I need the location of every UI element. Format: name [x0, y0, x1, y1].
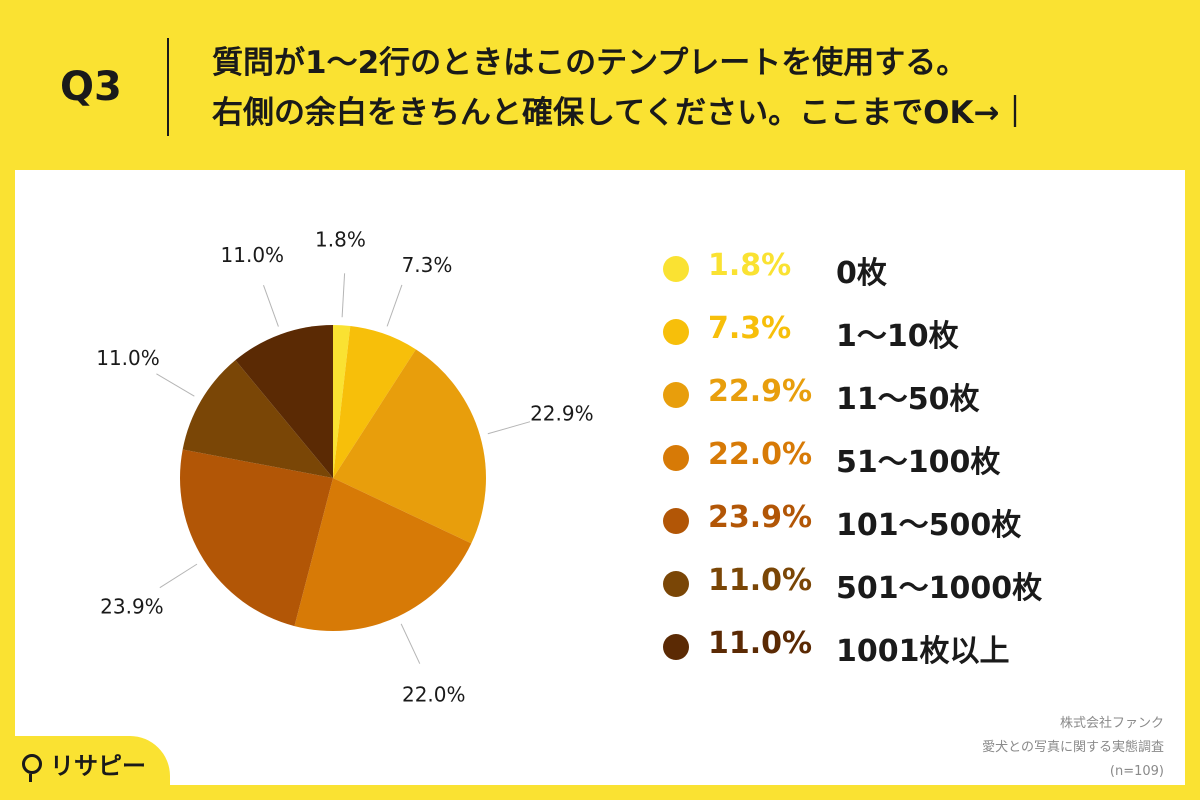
legend-swatch — [663, 319, 689, 345]
question-line-1: 質問が1〜2行のときはこのテンプレートを使用する。 — [212, 45, 968, 81]
pie-data-label-7: 11.0% — [221, 243, 285, 267]
legend-swatch — [663, 256, 689, 282]
brand-logo-text: リサピー — [50, 752, 146, 780]
legend-item-7: 11.0% 1001枚以上 — [660, 618, 1140, 681]
legend-swatch — [663, 634, 689, 660]
header-divider — [167, 38, 169, 136]
pie-data-label-2: 7.3% — [402, 253, 453, 277]
legend-swatch — [663, 571, 689, 597]
pie-leader-line-6 — [156, 373, 195, 397]
pie-data-label-5: 23.9% — [100, 594, 164, 618]
pie-slice-7 — [235, 325, 333, 478]
pie-slice-2 — [333, 325, 416, 478]
source-company: 株式会社ファンク — [1059, 716, 1164, 731]
pie-leader-line-2 — [386, 284, 403, 327]
pie-data-label-3: 22.9% — [530, 402, 594, 426]
pie-slice-1 — [333, 325, 351, 478]
source-note: 株式会社ファンク 愛犬との写真に関する実態調査 (n=109) — [982, 712, 1164, 784]
legend-swatch — [663, 508, 689, 534]
legend-category: 11〜50枚 — [836, 382, 980, 417]
pie-slice-6 — [182, 360, 333, 478]
pie-leader-line-3 — [487, 421, 531, 435]
pie-leader-line-4 — [400, 623, 421, 664]
pie-slice-5 — [180, 449, 333, 627]
legend-swatch — [663, 445, 689, 471]
pie-slice-4 — [294, 478, 472, 631]
pie-leader-line-5 — [159, 563, 198, 589]
question-text: 質問が1〜2行のときはこのテンプレートを使用する。 右側の余白をきちんと確保して… — [212, 38, 1172, 138]
legend-category: 51〜100枚 — [836, 445, 1001, 480]
legend-item-4: 22.0% 51〜100枚 — [660, 429, 1140, 492]
legend-item-6: 11.0% 501〜1000枚 — [660, 555, 1140, 618]
question-line-2: 右側の余白をきちんと確保してください。ここまでOK→｜ — [212, 95, 1031, 131]
brand-logo: リサピー — [22, 746, 146, 782]
source-sample: (n=109) — [1109, 764, 1164, 779]
pie-data-label-4: 22.0% — [402, 683, 466, 707]
legend: 1.8% 0枚 7.3% 1〜10枚 22.9% 11〜50枚 22.0% 51〜100枚 23… — [660, 240, 1140, 681]
legend-percentage: 22.0% — [708, 437, 813, 472]
question-number: Q3 — [60, 64, 122, 110]
legend-category: 101〜500枚 — [836, 508, 1022, 543]
pie-data-label-6: 11.0% — [96, 346, 160, 370]
pie-slice-3 — [333, 349, 487, 544]
legend-percentage: 7.3% — [708, 311, 792, 346]
pie-data-label-1: 1.8% — [315, 227, 366, 251]
magnifier-icon — [22, 753, 42, 782]
legend-percentage: 1.8% — [708, 248, 792, 283]
legend-swatch — [663, 382, 689, 408]
pie-leader-line-7 — [263, 284, 279, 327]
legend-category: 0枚 — [836, 256, 887, 291]
source-survey: 愛犬との写真に関する実態調査 — [982, 740, 1164, 755]
legend-category: 1〜10枚 — [836, 319, 959, 354]
legend-item-1: 1.8% 0枚 — [660, 240, 1140, 303]
legend-category: 1001枚以上 — [836, 634, 1010, 669]
header: Q3 質問が1〜2行のときはこのテンプレートを使用する。 右側の余白をきちんと確… — [0, 0, 1200, 170]
legend-percentage: 22.9% — [708, 374, 813, 409]
legend-percentage: 23.9% — [708, 500, 813, 535]
legend-percentage: 11.0% — [708, 563, 813, 598]
legend-item-2: 7.3% 1〜10枚 — [660, 303, 1140, 366]
legend-item-5: 23.9% 101〜500枚 — [660, 492, 1140, 555]
legend-category: 501〜1000枚 — [836, 571, 1043, 606]
legend-item-3: 22.9% 11〜50枚 — [660, 366, 1140, 429]
pie-leader-line-1 — [341, 273, 346, 318]
legend-percentage: 11.0% — [708, 626, 813, 661]
